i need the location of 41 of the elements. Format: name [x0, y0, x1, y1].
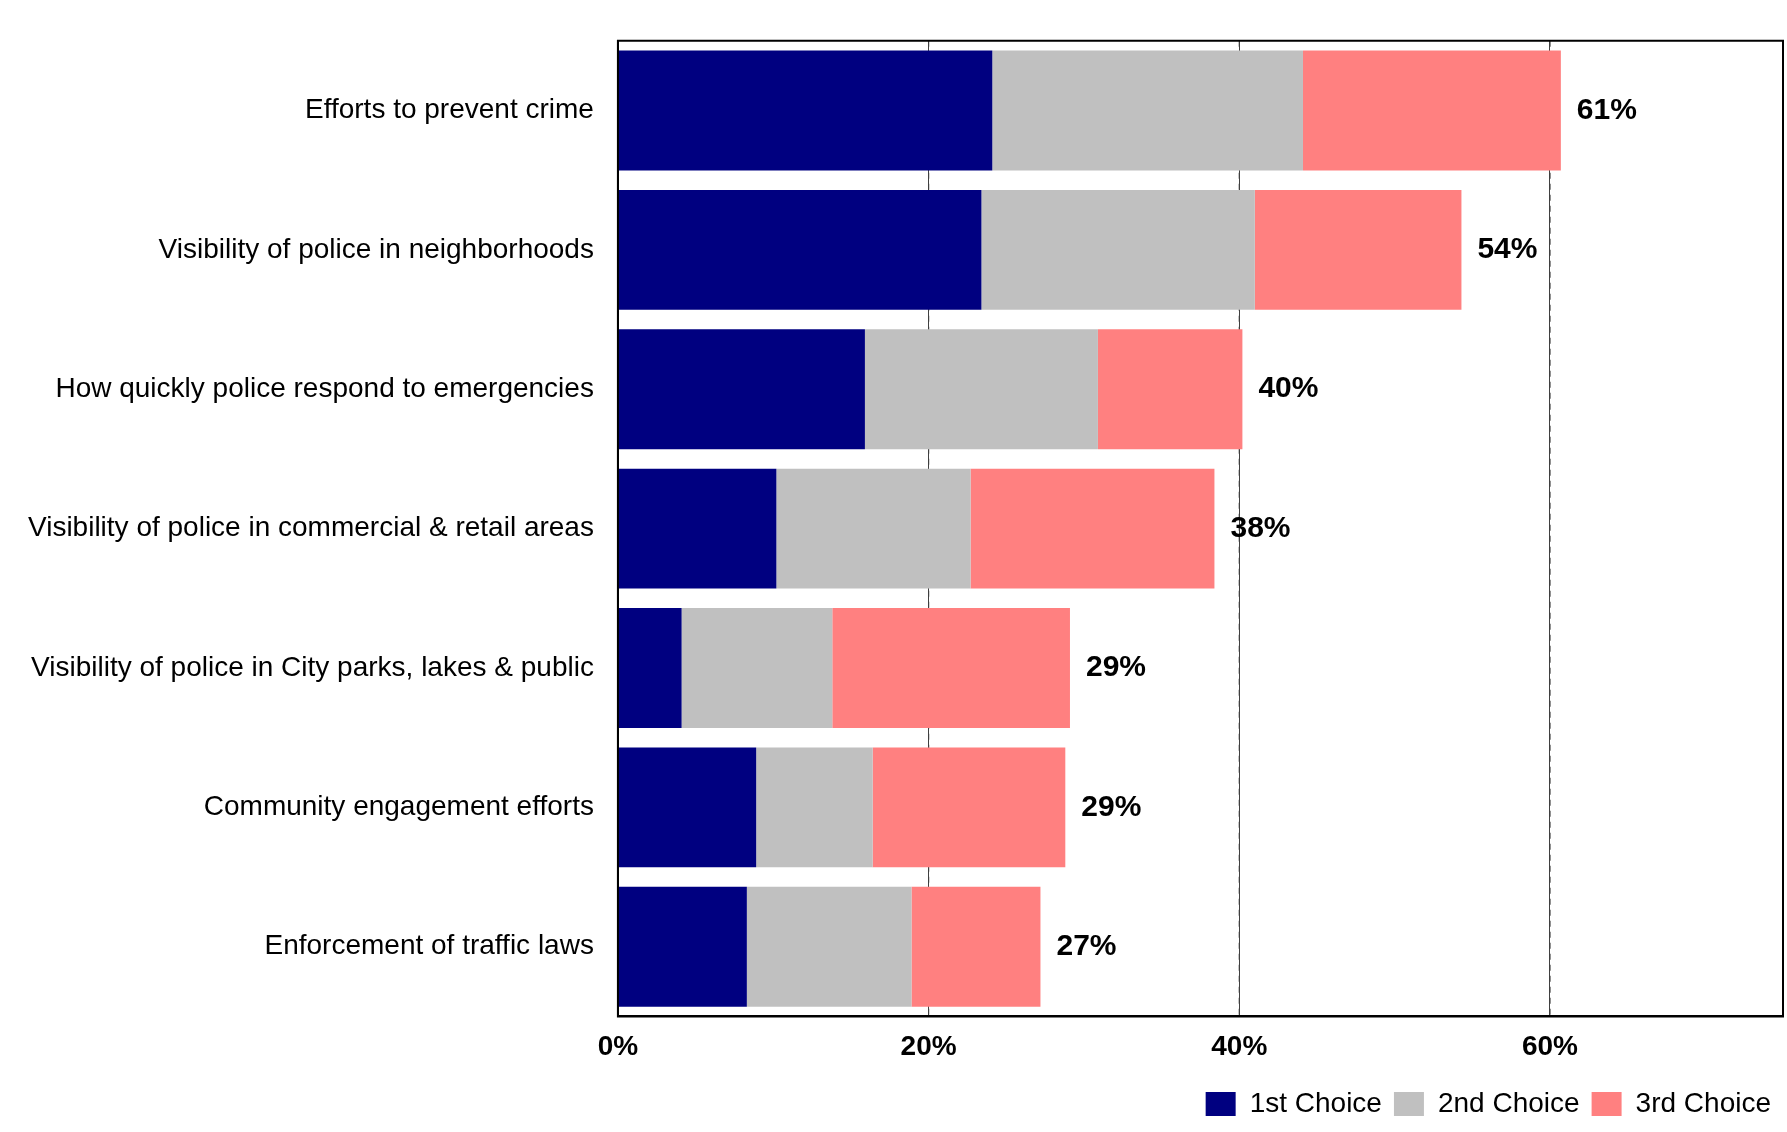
y-tick-label: Enforcement of traffic laws — [264, 929, 594, 961]
bar — [618, 468, 777, 589]
y-tick-label: Visibility of police in City parks, lakes & public — [31, 650, 594, 682]
y-tick-label: Visibility of police in commercial & retail areas — [28, 511, 594, 543]
bar — [911, 886, 1041, 1007]
bar — [776, 468, 971, 589]
x-tick-label: 60% — [1521, 1029, 1579, 1061]
bar — [618, 189, 982, 310]
bar — [618, 886, 747, 1007]
total-label: 29% — [1081, 788, 1142, 822]
bar — [618, 50, 993, 171]
bar — [618, 608, 682, 728]
x-tick-label: 0% — [597, 1029, 639, 1061]
y-tick-label: Efforts to prevent crime — [304, 93, 594, 125]
total-label: 61% — [1576, 91, 1637, 125]
legend-label: 1st Choice — [1249, 1086, 1382, 1118]
bar — [981, 189, 1255, 310]
bar — [1302, 50, 1561, 171]
legend-label: 3rd Choice — [1635, 1086, 1771, 1118]
bar — [970, 468, 1215, 589]
x-tick-label: 20% — [900, 1029, 957, 1061]
x-tick-label: 40% — [1211, 1029, 1268, 1061]
bar — [864, 329, 1098, 450]
total-label: 40% — [1258, 370, 1319, 404]
total-label: 27% — [1056, 927, 1117, 961]
y-tick-label: Community engagement efforts — [203, 790, 594, 822]
legend-label: 2nd Choice — [1437, 1086, 1580, 1118]
bar — [1097, 329, 1243, 450]
y-tick-label: How quickly police respond to emergencies — [55, 371, 594, 403]
bar — [746, 886, 912, 1007]
bar — [1254, 189, 1462, 310]
y-tick-label: Visibility of police in neighborhoods — [158, 232, 594, 264]
bar — [832, 608, 1070, 728]
bar — [618, 329, 865, 450]
bar — [756, 747, 873, 868]
bar — [872, 747, 1066, 868]
bar — [681, 608, 833, 728]
bar — [992, 50, 1303, 171]
total-label: 29% — [1085, 649, 1147, 683]
bar — [618, 747, 757, 868]
total-label: 54% — [1477, 231, 1538, 265]
